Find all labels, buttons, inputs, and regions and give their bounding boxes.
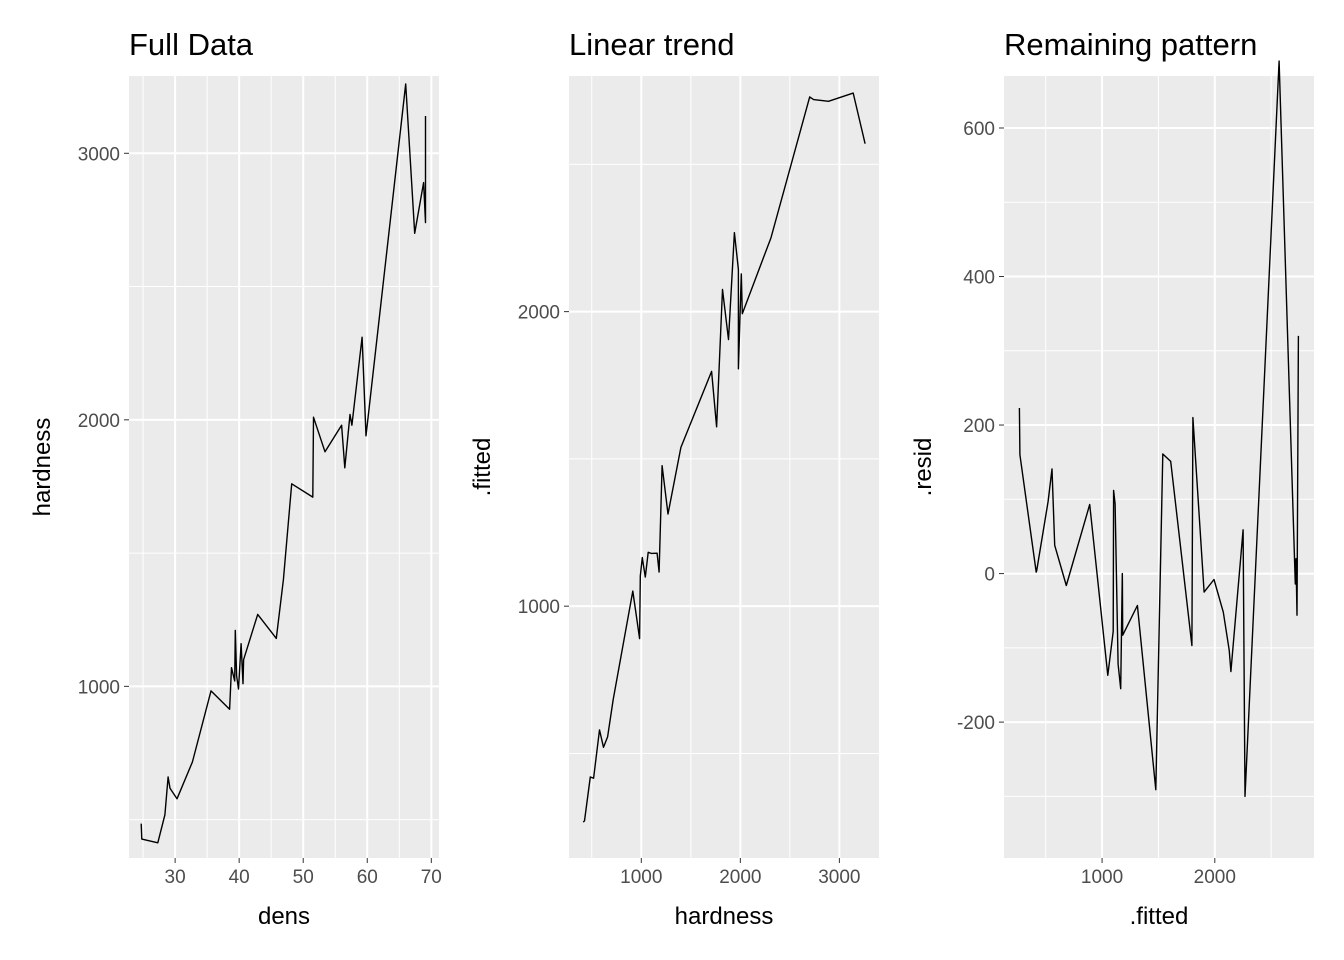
y-tick-label: 1000 [78, 677, 120, 698]
panel-title: Remaining pattern [1004, 27, 1257, 62]
x-tick-label: 1000 [620, 867, 662, 888]
tick-labels: 1000 2000 3000 1000 2000 [518, 303, 861, 888]
panel-remaining-pattern: Remaining pattern 1000 2000 -200 0 200 400 600… [910, 27, 1314, 930]
tick-labels: 1000 2000 -200 0 200 400 600 [957, 119, 1236, 888]
y-tick-label: 600 [963, 119, 995, 140]
series-line [1018, 60, 1300, 798]
panel-title: Full Data [129, 27, 254, 62]
x-tick-label: 50 [293, 867, 314, 888]
plot-background [129, 76, 439, 858]
x-tick-label: 3000 [818, 867, 860, 888]
x-tick-label: 40 [229, 867, 250, 888]
grid-lines [129, 76, 439, 858]
grid-lines [1004, 76, 1314, 858]
y-axis-title: .fitted [469, 438, 496, 497]
x-tick-label: 60 [357, 867, 378, 888]
panel-title: Linear trend [569, 27, 734, 62]
y-tick-label: 2000 [78, 411, 120, 432]
plot-background [569, 76, 879, 858]
y-tick-label: 2000 [518, 303, 560, 324]
y-axis-title: .resid [910, 438, 937, 497]
y-tick-label: 1000 [518, 597, 560, 618]
y-axis-title: hardness [29, 418, 56, 517]
x-axis-title: .fitted [1130, 903, 1189, 930]
x-axis-title: dens [258, 903, 310, 930]
x-tick-label: 1000 [1081, 867, 1123, 888]
data-series [1018, 60, 1300, 798]
x-tick-label: 2000 [1194, 867, 1236, 888]
x-tick-label: 30 [165, 867, 186, 888]
x-tick-label: 2000 [719, 867, 761, 888]
series-line [140, 83, 427, 844]
panel-full-data: Full Data 30 40 50 60 70 1000 2000 3000 dens ha… [29, 27, 442, 930]
data-series [140, 83, 427, 844]
y-tick-label: 200 [963, 416, 995, 437]
series-line [582, 92, 866, 823]
x-axis-title: hardness [675, 903, 774, 930]
y-tick-label: -200 [957, 713, 995, 734]
tick-labels: 30 40 50 60 70 1000 2000 3000 [78, 144, 442, 888]
x-tick-label: 70 [421, 867, 442, 888]
plot-background [1004, 76, 1314, 858]
grid-lines [569, 76, 879, 858]
y-tick-label: 400 [963, 268, 995, 289]
panel-linear-trend: Linear trend 1000 2000 3000 1000 2000 hardne… [469, 27, 879, 930]
data-series [582, 92, 866, 823]
y-tick-label: 0 [984, 565, 995, 586]
y-tick-label: 3000 [78, 144, 120, 165]
